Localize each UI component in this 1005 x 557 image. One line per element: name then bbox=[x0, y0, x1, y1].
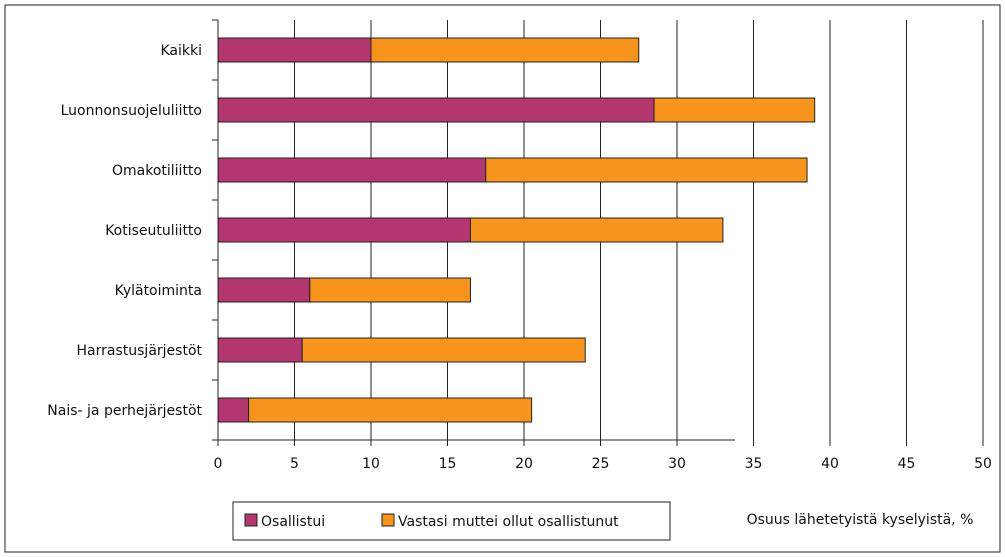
bar-segment-vastasi bbox=[309, 277, 471, 303]
bar-segment-vastasi bbox=[301, 337, 586, 363]
category-label: Kylätoiminta bbox=[115, 283, 202, 299]
x-tick-label-10: 10 bbox=[362, 456, 380, 472]
bar-segment-vastasi bbox=[653, 97, 816, 123]
x-tick-label-30: 30 bbox=[668, 456, 686, 472]
bar-segment-osallistui bbox=[217, 157, 487, 183]
legend-swatch-osallistui bbox=[244, 513, 258, 527]
x-tick-label-25: 25 bbox=[592, 456, 610, 472]
bar-segment-osallistui bbox=[217, 217, 471, 243]
axes: 0 5 10 15 20 25 30 35 40 45 50 Kaikki Luonnonsuojelu… bbox=[47, 19, 992, 472]
x-tick-label-0: 0 bbox=[214, 456, 223, 472]
category-label: Omakotiliitto bbox=[112, 163, 202, 179]
bar-segment-vastasi bbox=[469, 217, 724, 243]
bar-segment-osallistui bbox=[217, 337, 303, 363]
bar-segment-vastasi bbox=[370, 37, 640, 63]
x-tick-label-5: 5 bbox=[290, 456, 299, 472]
legend-label-osallistui: Osallistui bbox=[261, 514, 325, 530]
category-label: Nais- ja perhejärjestöt bbox=[47, 403, 202, 419]
legend-label-vastasi: Vastasi muttei ollut osallistunut bbox=[398, 514, 619, 530]
x-tick-label-15: 15 bbox=[439, 456, 457, 472]
legend: Osallistui Vastasi muttei ollut osallistu… bbox=[232, 501, 671, 541]
legend-box bbox=[232, 501, 671, 541]
x-axis-title: Osuus lähetetyistä kyselyistä, % bbox=[747, 512, 974, 528]
x-tick-label-50: 50 bbox=[974, 456, 992, 472]
category-label: Luonnonsuojeluliitto bbox=[61, 103, 202, 119]
bar-segment-vastasi bbox=[485, 157, 808, 183]
bar-segment-osallistui bbox=[217, 37, 372, 63]
x-tick-label-45: 45 bbox=[898, 456, 916, 472]
category-label: Kaikki bbox=[160, 43, 202, 59]
bar-segment-osallistui bbox=[217, 277, 311, 303]
category-label: Harrastusjärjestöt bbox=[77, 343, 203, 359]
bar-segment-osallistui bbox=[217, 397, 250, 423]
x-tick-label-35: 35 bbox=[745, 456, 763, 472]
bar-segment-vastasi bbox=[248, 397, 533, 423]
x-tick-label-20: 20 bbox=[515, 456, 533, 472]
bars bbox=[217, 37, 816, 423]
chart-border bbox=[4, 4, 1001, 553]
category-label: Kotiseutuliitto bbox=[105, 223, 202, 239]
bar-segment-osallistui bbox=[217, 97, 655, 123]
x-tick-label-40: 40 bbox=[821, 456, 839, 472]
legend-swatch-vastasi bbox=[381, 513, 395, 527]
